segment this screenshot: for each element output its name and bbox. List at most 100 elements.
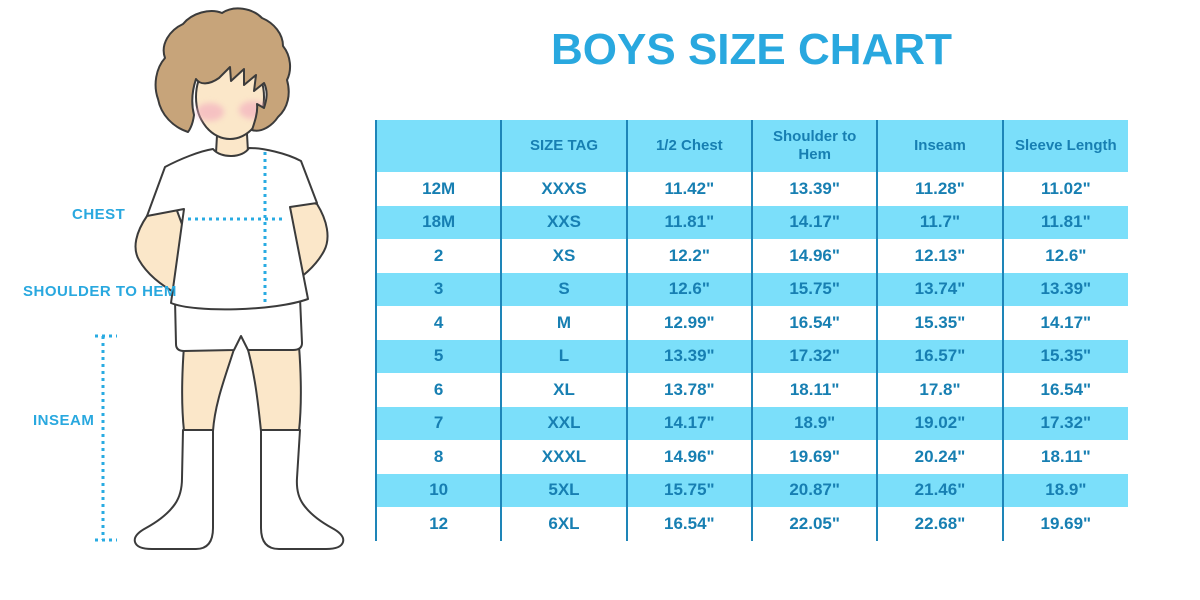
table-row: 12M XXXS 11.42" 13.39" 11.28" 11.02" (374, 172, 1128, 206)
measurement-cell: 18.9" (1001, 473, 1128, 507)
measurement-cell: 16.57" (876, 339, 1003, 373)
table-row: 12 6XL 16.54" 22.05" 22.68" 19.69" (374, 507, 1128, 541)
measurement-cell: 20.24" (876, 440, 1003, 474)
boy-leg-left (181, 345, 237, 432)
measurement-cell: 19.02" (876, 406, 1003, 440)
boy-illustration (95, 7, 345, 550)
measurement-cell: 14.96" (625, 440, 752, 474)
measurement-cell: XS (500, 239, 627, 273)
table-row: 2 XS 12.2" 14.96" 12.13" 12.6" (374, 239, 1128, 273)
size-cell: 7 (374, 406, 502, 440)
measurement-cell: 11.28" (876, 172, 1003, 206)
header-cell-size (374, 120, 502, 172)
measurement-cell: S (500, 272, 627, 306)
measurement-cell: 13.39" (1001, 272, 1128, 306)
measurement-cell: M (500, 306, 627, 340)
measurement-cell: 14.17" (625, 406, 752, 440)
boy-sock-left (133, 429, 214, 550)
boy-hair (154, 7, 292, 133)
table-row: 3 S 12.6" 15.75" 13.74" 13.39" (374, 272, 1128, 306)
boy-shirt (146, 147, 318, 311)
measurement-cell: XXL (500, 406, 627, 440)
shoulder-to-hem-label: SHOULDER TO HEM (23, 283, 177, 300)
size-cell: 4 (374, 306, 502, 340)
chest-label: CHEST (72, 206, 126, 223)
header-row: SIZE TAG 1/2 Chest Shoulder to Hem Insea… (374, 120, 1128, 172)
measurement-cell: XXXL (500, 440, 627, 474)
size-cell: 2 (374, 239, 502, 273)
measurement-cell: 17.32" (1001, 406, 1128, 440)
boy-cheek-left (196, 103, 224, 121)
measurement-cell: 12.6" (1001, 239, 1128, 273)
measurement-cell: 16.54" (625, 507, 752, 541)
measurement-cell: 15.75" (750, 272, 878, 306)
header-cell-sleeve-length: Sleeve Length (1001, 120, 1128, 172)
header-cell-size-tag: SIZE TAG (500, 120, 627, 172)
measurement-cell: 12.6" (625, 272, 752, 306)
measurement-cell: 6XL (500, 507, 627, 541)
table-row: 8 XXXL 14.96" 19.69" 20.24" 18.11" (374, 440, 1128, 474)
measurement-cell: XXXS (500, 172, 627, 206)
measurement-cell: 17.32" (750, 339, 878, 373)
size-cell: 12M (374, 172, 502, 206)
measurement-cell: 17.8" (876, 373, 1003, 407)
measurement-cell: 21.46" (876, 473, 1003, 507)
measurement-cell: 11.81" (1001, 205, 1128, 239)
table-row: 18M XXS 11.81" 14.17" 11.7" 11.81" (374, 205, 1128, 239)
measurement-cell: 19.69" (750, 440, 878, 474)
measurement-cell: 5XL (500, 473, 627, 507)
size-cell: 5 (374, 339, 502, 373)
measurement-cell: 18.9" (750, 406, 878, 440)
measurement-cell: 12.2" (625, 239, 752, 273)
measurement-cell: 15.75" (625, 473, 752, 507)
measurement-cell: 16.54" (750, 306, 878, 340)
size-cell: 18M (374, 205, 502, 239)
measurement-cell: 15.35" (876, 306, 1003, 340)
size-cell: 6 (374, 373, 502, 407)
size-cell: 12 (374, 507, 502, 541)
measurement-cell: 13.78" (625, 373, 752, 407)
measurement-cell: 14.96" (750, 239, 878, 273)
size-cell: 3 (374, 272, 502, 306)
measurement-cell: XL (500, 373, 627, 407)
header-cell-inseam: Inseam (876, 120, 1003, 172)
measurement-cell: 11.42" (625, 172, 752, 206)
measurement-cell: 11.7" (876, 205, 1003, 239)
table-row: 4 M 12.99" 16.54" 15.35" 14.17" (374, 306, 1128, 340)
measurement-cell: L (500, 339, 627, 373)
measurement-cell: 22.05" (750, 507, 878, 541)
page-title: BOYS SIZE CHART (551, 25, 952, 74)
measurement-cell: 12.99" (625, 306, 752, 340)
inseam-dimension-line (95, 334, 117, 542)
measurement-cell: 18.11" (750, 373, 878, 407)
table-row: 6 XL 13.78" 18.11" 17.8" 16.54" (374, 373, 1128, 407)
measurement-cell: 22.68" (876, 507, 1003, 541)
boy-sock-right (260, 429, 345, 550)
size-table-header: SIZE TAG 1/2 Chest Shoulder to Hem Insea… (374, 120, 1128, 172)
measurement-cell: 20.87" (750, 473, 878, 507)
measurement-cell: 13.39" (750, 172, 878, 206)
measurement-cell: 13.74" (876, 272, 1003, 306)
measurement-cell: 11.81" (625, 205, 752, 239)
boy-shorts (174, 297, 303, 352)
table-row: 7 XXL 14.17" 18.9" 19.02" 17.32" (374, 406, 1128, 440)
header-cell-shoulder-to-hem: Shoulder to Hem (750, 120, 878, 172)
measurement-cell: 13.39" (625, 339, 752, 373)
measurement-cell: 14.17" (750, 205, 878, 239)
size-table: SIZE TAG 1/2 Chest Shoulder to Hem Insea… (374, 120, 1128, 541)
table-row: 5 L 13.39" 17.32" 16.57" 15.35" (374, 339, 1128, 373)
boy-leg-right (245, 345, 302, 432)
table-row: 10 5XL 15.75" 20.87" 21.46" 18.9" (374, 473, 1128, 507)
header-cell-half-chest: 1/2 Chest (625, 120, 752, 172)
inseam-label: INSEAM (33, 412, 95, 429)
size-cell: 10 (374, 473, 502, 507)
measurement-cell: 11.02" (1001, 172, 1128, 206)
measurement-cell: 18.11" (1001, 440, 1128, 474)
size-table-body: 12M XXXS 11.42" 13.39" 11.28" 11.02" 18M XXS 11.… (374, 172, 1128, 541)
measurement-cell: 14.17" (1001, 306, 1128, 340)
measurement-cell: 12.13" (876, 239, 1003, 273)
measurement-cell: XXS (500, 205, 627, 239)
measurement-cell: 15.35" (1001, 339, 1128, 373)
measurement-cell: 16.54" (1001, 373, 1128, 407)
